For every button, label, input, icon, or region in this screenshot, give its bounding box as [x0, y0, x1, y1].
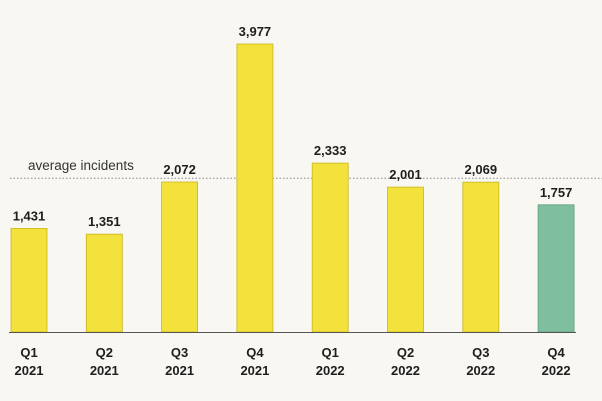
value-label: 3,977 [239, 24, 272, 39]
bar-q3-2021 [161, 181, 199, 333]
bar-q2-2021 [85, 233, 123, 333]
category-quarter-label: Q1 [20, 345, 37, 360]
bar-q3-2022 [462, 181, 500, 333]
category-quarter-label: Q3 [171, 345, 188, 360]
category-quarter-label: Q2 [96, 345, 113, 360]
category-year-label: 2022 [466, 363, 495, 378]
average-reference-label: average incidents [28, 158, 134, 173]
value-labels-group: 1,431 1,351 2,072 3,977 2,333 2,001 2,069 1,757 [13, 24, 573, 229]
category-labels-group: Q1 2021 Q2 2021 Q3 2021 Q4 2021 Q1 2022 Q2 2022 Q3 20… [15, 345, 571, 378]
bar-q2-2022 [387, 186, 424, 333]
category-year-label: 2022 [542, 363, 571, 378]
value-label: 2,001 [389, 167, 422, 182]
value-label: 1,757 [540, 185, 573, 200]
value-label: 2,069 [465, 162, 498, 177]
bar-q4-2021 [236, 43, 274, 333]
category-quarter-label: Q4 [547, 345, 565, 360]
bar-q1-2022 [311, 162, 349, 333]
category-year-label: 2022 [316, 363, 345, 378]
value-label: 2,333 [314, 143, 347, 158]
category-quarter-label: Q3 [472, 345, 489, 360]
bar-q4-2022 [537, 204, 575, 333]
bars-group [10, 43, 575, 333]
category-year-label: 2021 [240, 363, 269, 378]
bar-q1-2021 [10, 227, 48, 333]
category-year-label: 2021 [15, 363, 44, 378]
category-year-label: 2021 [90, 363, 119, 378]
value-label: 1,431 [13, 208, 46, 223]
category-quarter-label: Q1 [322, 345, 339, 360]
reference-line-group: average incidents [10, 158, 602, 179]
category-year-label: 2022 [391, 363, 420, 378]
value-label: 2,072 [163, 162, 196, 177]
category-quarter-label: Q4 [246, 345, 264, 360]
category-quarter-label: Q2 [397, 345, 414, 360]
category-year-label: 2021 [165, 363, 194, 378]
value-label: 1,351 [88, 214, 121, 229]
